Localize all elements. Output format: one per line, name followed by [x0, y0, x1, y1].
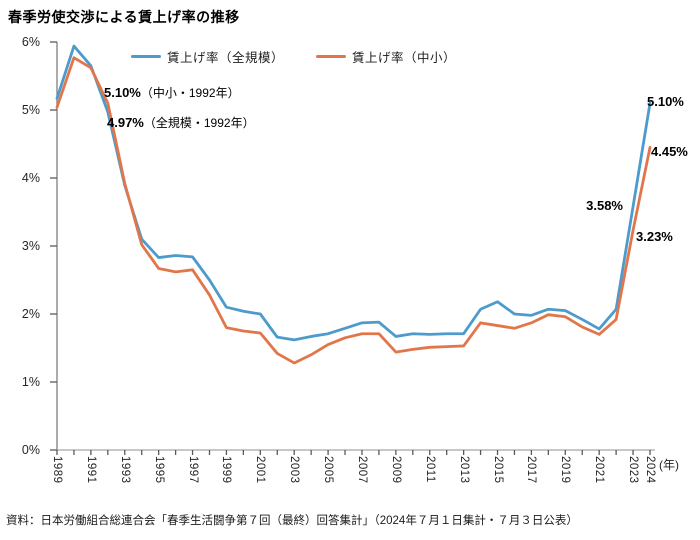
chart-title: 春季労使交渉による賃上げ率の推移: [8, 9, 240, 25]
x-axis-tick-label: 2005: [322, 456, 335, 484]
x-axis-tick-label: 2003: [288, 456, 301, 484]
annotation-value: 5.10%: [104, 85, 141, 100]
annotation-2024-all-firms: 5.10%: [647, 94, 684, 109]
x-axis-tick-label: 2007: [355, 456, 368, 484]
annotation-peak-1992-all: 4.97%（全規模・1992年）: [107, 115, 255, 131]
x-axis-tick-label: 1995: [152, 456, 165, 484]
line-chart-plot: [50, 41, 655, 455]
annotation-value: 4.97%: [107, 115, 144, 130]
y-axis-tick-label: 1%: [21, 375, 40, 389]
y-axis-tick-label: 6%: [21, 35, 40, 49]
annotation-value: 5.10%: [647, 94, 684, 109]
line-swatch-blue-icon: [131, 55, 161, 58]
x-axis-tick-label: 1991: [84, 456, 97, 484]
x-axis-tick-label: 2023: [627, 456, 640, 484]
y-axis-tick-label: 2%: [21, 307, 40, 321]
x-axis-tick-label: 1989: [51, 456, 63, 484]
legend-label-all-firms: 賃上げ率（全規模）: [167, 51, 285, 65]
legend: 賃上げ率（全規模） 賃上げ率（中小）: [131, 47, 456, 66]
y-axis-tick-label: 0%: [21, 443, 40, 457]
annotation-value: 3.23%: [636, 229, 673, 244]
x-axis-tick-label: 2009: [389, 456, 402, 484]
line-swatch-orange-icon: [316, 55, 347, 58]
source-note: 資料：日本労働組合総連合会「春季生活闘争第７回（最終）回答集計」（2024年７月…: [6, 515, 578, 527]
annotation-2024-sme: 4.45%: [651, 144, 688, 159]
series-line-sme: [55, 56, 652, 365]
x-axis-tick-label: 2019: [559, 456, 572, 484]
x-axis-unit-label: (年): [659, 458, 679, 472]
annotation-2023-sme: 3.23%: [636, 229, 673, 244]
x-axis-tick-label: 2013: [457, 456, 470, 484]
annotation-value: 3.58%: [586, 198, 623, 213]
x-axis-tick-label: 2015: [491, 456, 504, 484]
y-axis-tick-label: 5%: [21, 103, 40, 117]
annotation-suffix: （全規模・1992年）: [143, 116, 255, 130]
legend-item-sme: 賃上げ率（中小）: [316, 47, 456, 66]
legend-label-sme: 賃上げ率（中小）: [352, 51, 457, 65]
annotation-value: 4.45%: [651, 144, 688, 159]
annotation-2023-all-firms: 3.58%: [558, 198, 623, 213]
y-axis-tick-label: 4%: [21, 171, 40, 185]
y-axis-tick-label: 3%: [21, 239, 40, 253]
x-axis-tick-label: 2024: [644, 456, 656, 484]
x-axis-tick-label: 2017: [525, 456, 538, 484]
x-axis-tick-label: 2001: [254, 456, 267, 484]
annotation-peak-1992-sme: 5.10%（中小・1992年）: [104, 85, 240, 101]
x-axis-tick-label: 1993: [118, 456, 131, 484]
x-axis-tick-label: 2011: [423, 456, 436, 483]
series-line-all-firms: [55, 44, 652, 342]
x-axis-tick-label: 1999: [220, 456, 233, 484]
annotation-suffix: （中小・1992年）: [140, 86, 240, 100]
legend-item-all-firms: 賃上げ率（全規模）: [131, 47, 284, 66]
x-axis-tick-label: 1997: [186, 456, 199, 484]
x-axis-tick-label: 2021: [593, 456, 606, 484]
